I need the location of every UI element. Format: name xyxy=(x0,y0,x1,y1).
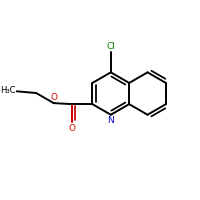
Text: N: N xyxy=(107,116,114,125)
Text: Cl: Cl xyxy=(106,42,115,51)
Text: O: O xyxy=(68,124,75,133)
Text: H₃C: H₃C xyxy=(0,86,16,95)
Text: O: O xyxy=(50,93,57,102)
